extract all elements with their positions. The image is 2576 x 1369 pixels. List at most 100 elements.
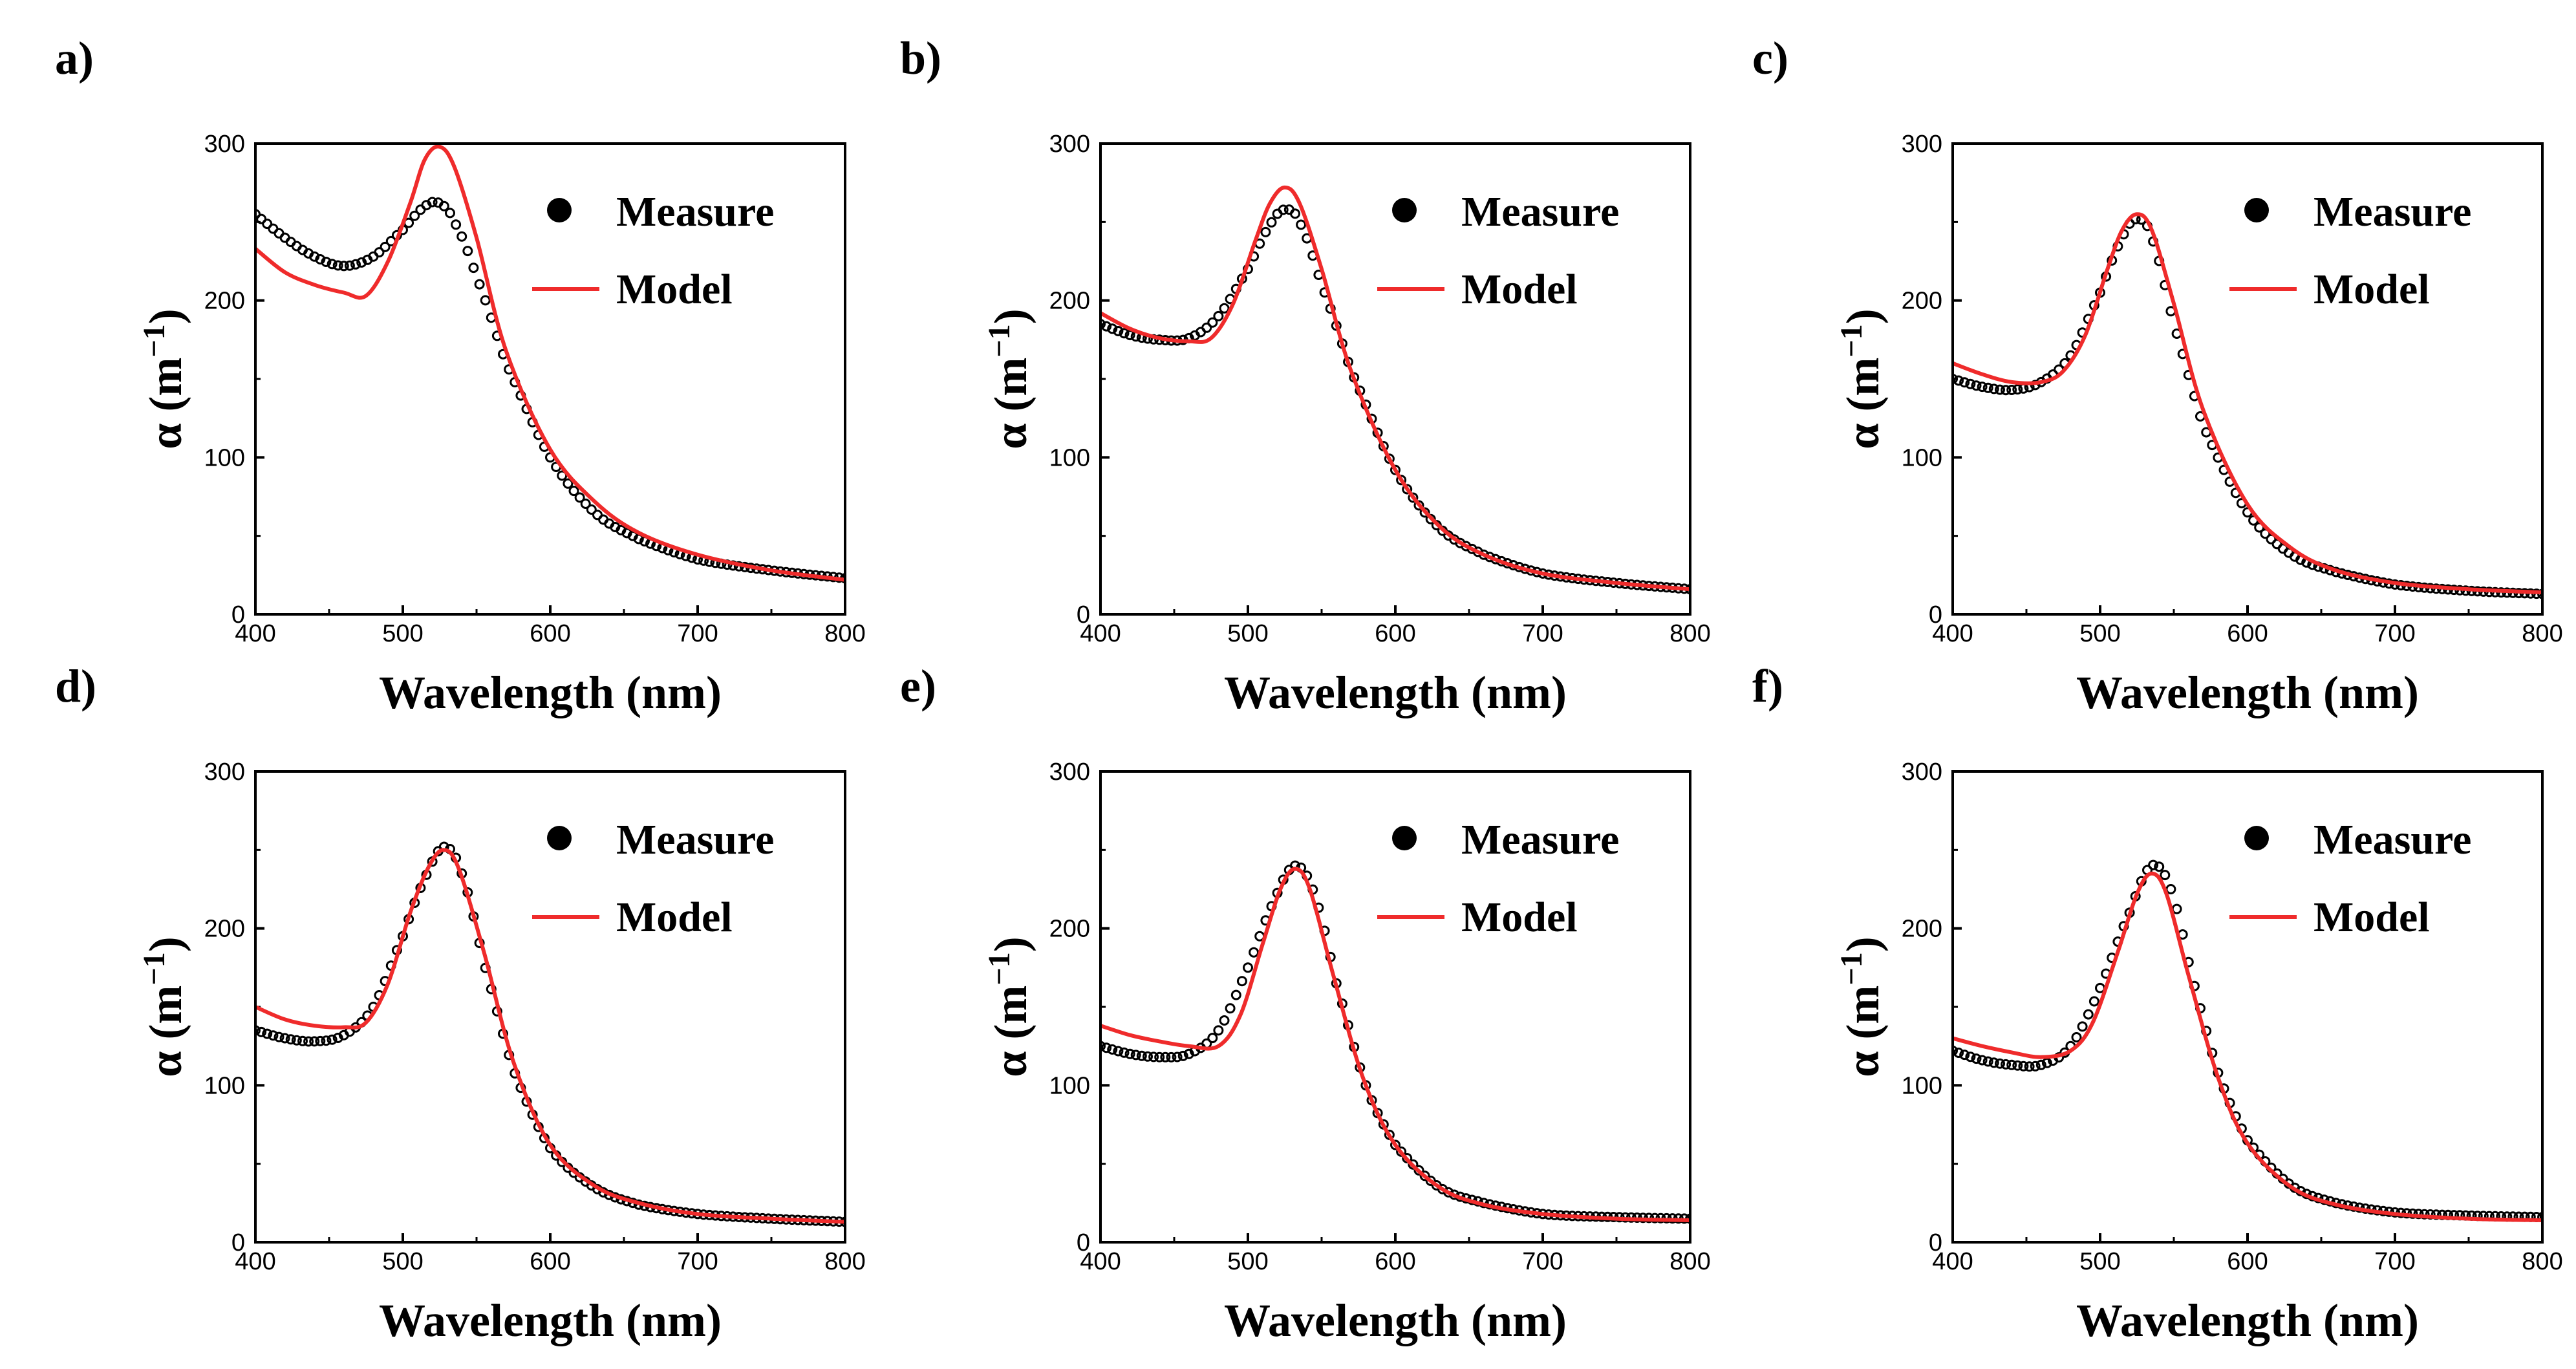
- measure-point: [350, 259, 361, 270]
- measure-point: [1107, 1044, 1118, 1055]
- x-axis-title: Wavelength (nm): [379, 1295, 722, 1346]
- y-tick-label: 300: [1902, 131, 1942, 158]
- measure-point: [1124, 330, 1135, 341]
- chart-panel-e: e) 400 500 600 700 800 0 100 200 300 Wavelength (n…: [900, 660, 1711, 1346]
- x-tick-label: 400: [235, 1248, 275, 1275]
- measure-point: [1124, 1048, 1135, 1059]
- y-tick-label: 300: [1049, 131, 1090, 158]
- panel-label: f): [1752, 660, 1783, 712]
- legend-measure-marker: [2244, 198, 2269, 222]
- x-tick-label: 700: [677, 1248, 718, 1275]
- measure-point: [344, 260, 355, 271]
- measure-point: [1396, 1146, 1407, 1157]
- x-tick-label: 400: [235, 620, 275, 647]
- y-tick-label: 200: [204, 916, 245, 943]
- legend-measure-marker: [2244, 826, 2269, 850]
- measure-point: [2266, 534, 2277, 544]
- legend-measure-label: Measure: [616, 188, 774, 235]
- y-tick-label: 100: [1902, 1072, 1942, 1099]
- measure-point: [279, 1033, 290, 1044]
- legend-model-label: Model: [1461, 266, 1578, 313]
- measure-series: [257, 841, 844, 1227]
- model-line: [257, 145, 844, 582]
- measure-series: [1954, 859, 2541, 1222]
- y-axis-title-close: ): [1837, 308, 1889, 324]
- measure-point: [2012, 384, 2023, 395]
- x-tick-label: 500: [1227, 620, 1268, 647]
- panel-label: c): [1752, 32, 1788, 84]
- x-tick-label: 600: [2227, 620, 2268, 647]
- x-tick-label: 600: [530, 1248, 570, 1275]
- measure-point: [1113, 1046, 1124, 1057]
- measure-point: [563, 478, 574, 489]
- measure-point: [1207, 1033, 1218, 1044]
- y-tick-label: 100: [204, 1072, 245, 1099]
- x-tick-label: 800: [2522, 620, 2562, 647]
- measure-point: [291, 1035, 302, 1046]
- measure-point: [427, 197, 438, 208]
- y-axis-title-main: α (m: [1837, 358, 1889, 449]
- y-axis-title: α (m−1): [1834, 936, 1889, 1077]
- measure-point: [2018, 1061, 2029, 1072]
- y-axis-title: α (m−1): [982, 936, 1036, 1077]
- measure-point: [1143, 1051, 1153, 1062]
- measure-point: [257, 1026, 267, 1037]
- measure-point: [268, 1030, 279, 1041]
- measure-point: [257, 1025, 261, 1036]
- measure-point: [2001, 385, 2012, 396]
- measure-point: [1249, 947, 1260, 958]
- measure-point: [1236, 976, 1247, 987]
- y-axis-title-superscript: −1: [137, 324, 171, 357]
- x-tick-label: 800: [824, 620, 865, 647]
- measure-point: [327, 259, 338, 270]
- measure-point: [1954, 1046, 1958, 1056]
- legend-model-label: Model: [616, 266, 733, 313]
- measure-point: [1959, 1050, 1970, 1061]
- y-tick-label: 0: [1077, 601, 1090, 629]
- y-tick-label: 100: [1049, 1072, 1090, 1099]
- measure-point: [1219, 1015, 1230, 1026]
- panel-label: e): [900, 660, 936, 712]
- measure-point: [1390, 1139, 1401, 1150]
- x-axis-title: Wavelength (nm): [2076, 1295, 2419, 1346]
- measure-point: [456, 231, 467, 242]
- measure-point: [332, 260, 343, 271]
- y-axis-title-close: ): [985, 936, 1036, 952]
- y-axis-title-superscript: −1: [1834, 324, 1869, 357]
- measure-point: [1278, 204, 1289, 215]
- measure-point: [374, 247, 385, 258]
- plot-area: [257, 145, 844, 583]
- chart-panel-d: d) 400 500 600 700 800 0 100 200 300 Wavelength (n…: [55, 660, 866, 1346]
- y-tick-label: 0: [1929, 1229, 1942, 1256]
- plot-area: [1102, 185, 1689, 594]
- legend-measure-marker: [1392, 198, 1417, 222]
- y-axis-title-close: ): [140, 308, 191, 324]
- measure-point: [480, 295, 491, 306]
- measure-point: [1965, 378, 1976, 389]
- measure-point: [2154, 861, 2165, 872]
- x-tick-label: 700: [1522, 1248, 1563, 1275]
- x-tick-label: 600: [1375, 1248, 1415, 1275]
- measure-point: [2030, 1061, 2041, 1072]
- measure-point: [1413, 500, 1424, 511]
- y-tick-label: 200: [204, 288, 245, 315]
- measure-point: [1102, 321, 1112, 332]
- x-tick-label: 600: [2227, 1248, 2268, 1275]
- x-tick-label: 400: [1932, 620, 1973, 647]
- y-axis-title: α (m−1): [1834, 308, 1889, 449]
- measure-point: [1396, 475, 1407, 486]
- measure-point: [1107, 323, 1118, 334]
- legend-model-label: Model: [2313, 894, 2430, 941]
- measure-point: [1113, 326, 1124, 336]
- y-tick-label: 100: [1049, 444, 1090, 471]
- measure-point: [2035, 1059, 2046, 1070]
- model-line: [1102, 867, 1689, 1222]
- y-axis-title-main: α (m: [985, 986, 1036, 1077]
- measure-point: [1207, 317, 1218, 328]
- measure-point: [321, 1035, 332, 1046]
- measure-point: [2160, 870, 2171, 881]
- measure-point: [303, 1036, 314, 1047]
- measure-point: [1102, 1040, 1106, 1051]
- x-tick-label: 600: [530, 620, 570, 647]
- measure-point: [1213, 1025, 1224, 1036]
